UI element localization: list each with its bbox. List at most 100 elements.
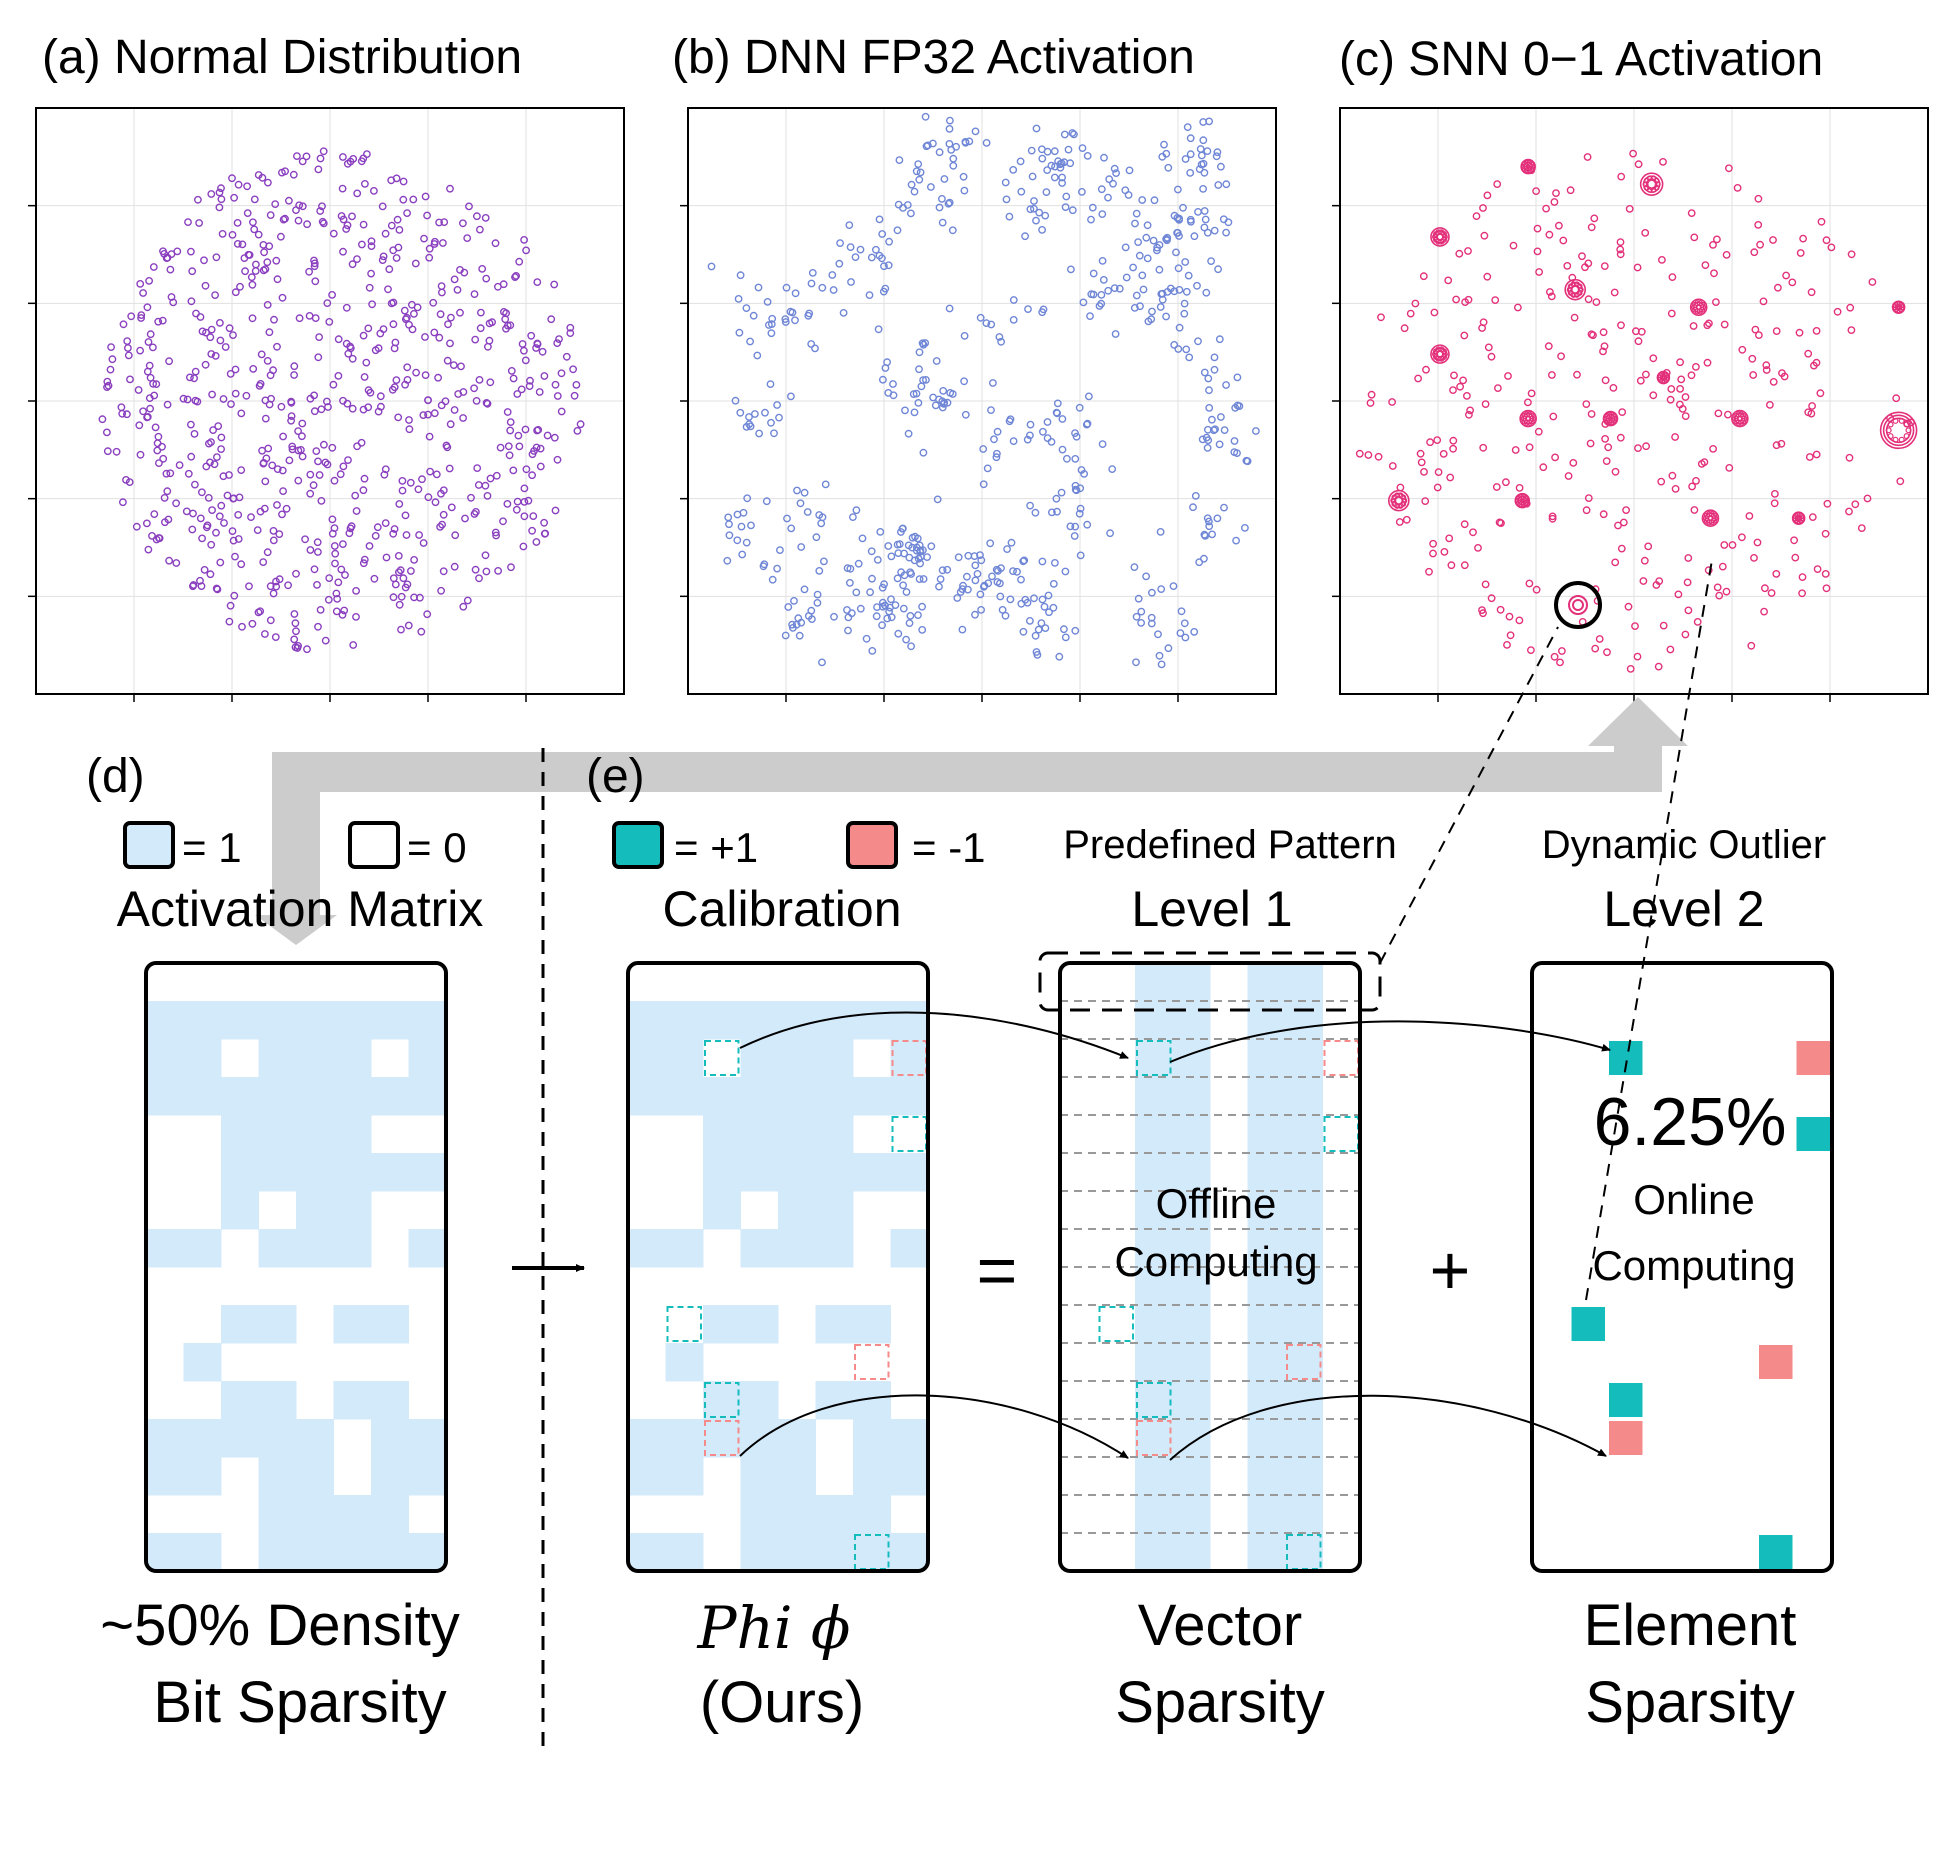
scatter-point xyxy=(1813,565,1822,573)
scatter-point xyxy=(1484,343,1493,352)
scatter-point xyxy=(1868,278,1877,286)
scatter-point xyxy=(1469,528,1477,537)
calibration-matrix-frame xyxy=(626,961,930,1573)
scatter-point xyxy=(1487,594,1496,603)
scatter-point xyxy=(1804,349,1813,358)
scatter-point xyxy=(1037,619,1046,627)
scatter-point xyxy=(1440,548,1449,556)
legend-one-label: = 1 xyxy=(182,824,242,871)
scatter-point xyxy=(889,391,898,400)
scatter-point xyxy=(517,385,526,394)
scatter-point xyxy=(528,526,536,535)
legend-minus-swatch xyxy=(846,821,898,869)
scatter-point xyxy=(137,311,146,319)
scatter-point xyxy=(1622,506,1631,514)
scatter-point xyxy=(417,627,426,636)
scatter-point xyxy=(290,610,299,618)
scatter-point xyxy=(122,475,130,484)
scatter-point xyxy=(1086,312,1094,320)
scatter-point xyxy=(234,180,243,189)
scatter-point xyxy=(200,566,209,574)
scatter-point xyxy=(1183,123,1192,132)
scatter-point xyxy=(503,408,512,416)
scatter-point xyxy=(430,240,439,248)
scatter-point xyxy=(148,343,157,352)
pattern-cell xyxy=(1172,963,1211,1002)
scatter-point xyxy=(1459,376,1468,385)
scatter-point xyxy=(398,476,407,485)
scatter-point xyxy=(907,180,916,189)
scatter-point xyxy=(1181,258,1190,266)
matrix-cell-one xyxy=(853,1457,891,1496)
scatter-point xyxy=(426,467,434,476)
scatter-point xyxy=(982,319,991,327)
scatter-point xyxy=(815,511,824,519)
scatter-point xyxy=(322,397,331,406)
caption-el-line1: Element xyxy=(1584,1593,1797,1658)
scatter-point xyxy=(1642,442,1651,451)
scatter-point xyxy=(1180,309,1189,318)
scatter-point xyxy=(281,167,289,176)
matrix-cell-one xyxy=(221,1419,259,1458)
scatter-point xyxy=(1420,467,1428,476)
scatter-point xyxy=(1600,342,1609,351)
matrix-cell-one xyxy=(221,1153,259,1192)
pattern-cell xyxy=(1172,1495,1211,1534)
scatter-point xyxy=(754,283,763,292)
scatter-point xyxy=(1169,582,1178,590)
scatter-point xyxy=(1750,554,1758,562)
scatter-point xyxy=(813,590,822,599)
scatter-point xyxy=(1722,587,1731,596)
scatter-point xyxy=(248,314,257,323)
scatter-point xyxy=(1125,166,1134,175)
matrix-cell-one xyxy=(258,1305,297,1344)
scatter-point xyxy=(437,288,446,297)
scatter-point xyxy=(843,606,851,614)
matrix-cell-one xyxy=(778,1115,816,1154)
scatter-point xyxy=(1043,418,1052,426)
matrix-cell-one xyxy=(740,1419,779,1458)
scatter-point xyxy=(153,446,162,455)
pattern-cell xyxy=(1172,1305,1211,1344)
scatter-point xyxy=(1174,345,1183,353)
matrix-cell-one xyxy=(146,1229,184,1268)
scatter-point xyxy=(437,586,445,595)
scatter-point xyxy=(1396,483,1405,492)
scatter-point xyxy=(329,229,338,238)
scatter-point xyxy=(1041,211,1050,220)
cluster-point xyxy=(1653,177,1660,184)
scatter-point xyxy=(1071,429,1079,437)
scatter-point xyxy=(159,454,168,463)
scatter-point xyxy=(379,252,388,261)
scatter-point xyxy=(938,194,946,203)
scatter-point xyxy=(371,346,380,355)
scatter-point xyxy=(1690,233,1699,242)
scatter-point xyxy=(429,298,438,307)
scatter-point xyxy=(325,574,334,582)
scatter-point xyxy=(334,335,343,344)
cluster-point xyxy=(1892,417,1899,424)
scatter-point xyxy=(1045,608,1053,617)
scatter-point xyxy=(1182,345,1191,354)
scatter-point xyxy=(980,581,989,590)
scatter-point xyxy=(1584,295,1593,304)
cluster-point xyxy=(1731,409,1749,428)
scatter-point xyxy=(520,497,529,506)
scatter-point xyxy=(162,254,171,263)
scatter-point xyxy=(491,528,500,537)
matrix-cell-one xyxy=(258,1001,297,1040)
matrix-cell-one xyxy=(815,1305,854,1344)
scatter-point xyxy=(316,606,325,614)
scatter-point xyxy=(1162,235,1171,243)
scatter-point xyxy=(1202,433,1211,442)
scatter-point xyxy=(1200,368,1209,377)
pattern-cell xyxy=(1135,1077,1173,1116)
scatter-point xyxy=(1545,230,1554,239)
scatter-point xyxy=(1110,164,1119,173)
scatter-point xyxy=(1465,410,1473,419)
scatter-point xyxy=(1539,463,1548,472)
scatter-point xyxy=(566,323,575,332)
scatter-point xyxy=(269,589,278,598)
scatter-point xyxy=(1558,647,1566,655)
scatter-point xyxy=(1163,233,1172,242)
